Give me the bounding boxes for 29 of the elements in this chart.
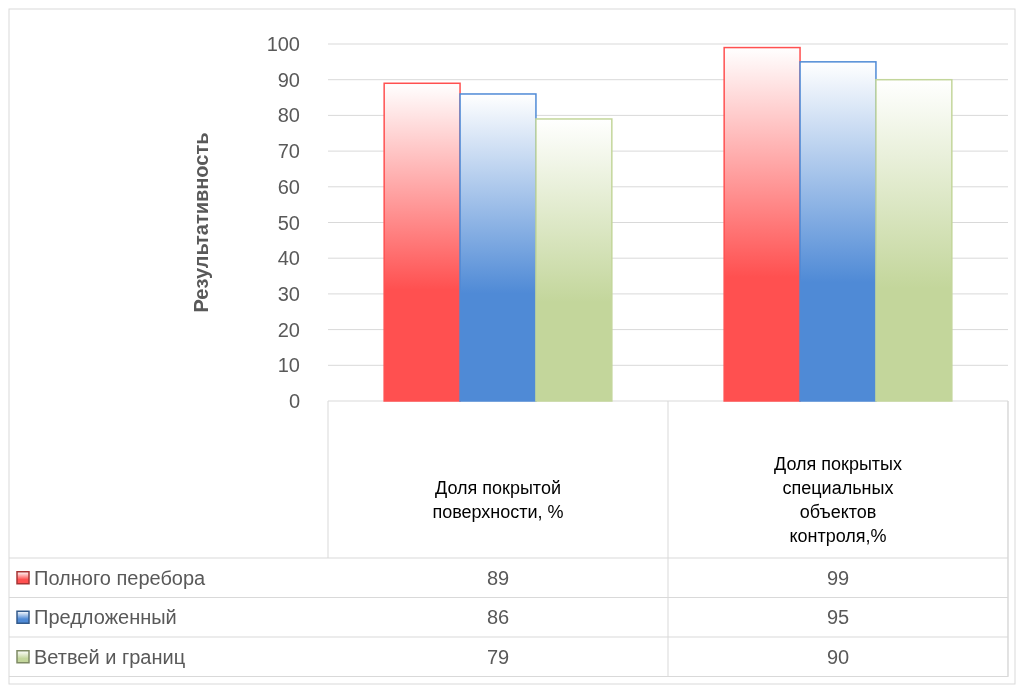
bar — [383, 82, 461, 402]
bar — [799, 61, 877, 402]
y-tick-label: 10 — [277, 354, 300, 377]
y-tick-label: 0 — [288, 390, 300, 412]
data-label: 89 — [486, 566, 510, 589]
legend-label: Ветвей и границ — [34, 645, 186, 668]
y-tick-label: 30 — [277, 282, 300, 305]
bar — [723, 46, 801, 402]
y-tick-label: 50 — [277, 211, 300, 234]
bar — [875, 78, 953, 402]
data-label: 99 — [826, 566, 850, 589]
y-tick-label: 90 — [277, 68, 300, 91]
data-label: 86 — [486, 606, 510, 629]
legend-label: Предложенный — [34, 606, 177, 629]
legend-label: Полного перебора — [34, 566, 207, 589]
y-tick-label: 70 — [277, 140, 300, 163]
data-label: 90 — [826, 645, 850, 668]
y-axis-title: Результативность — [190, 132, 212, 313]
y-tick-label: 80 — [277, 104, 300, 127]
y-tick-label: 40 — [277, 247, 300, 270]
bar — [535, 118, 613, 402]
y-tick-label: 60 — [277, 175, 300, 198]
data-label: 95 — [826, 606, 850, 629]
bar — [459, 93, 537, 402]
data-label: 79 — [486, 645, 510, 668]
y-tick-label: 100 — [266, 33, 300, 55]
x-tick-label: Доля покрытых специальных объектов контроля,% — [773, 453, 903, 546]
x-tick-label: Доля покрытой поверхности, % — [432, 477, 564, 522]
y-tick-label: 20 — [277, 318, 300, 341]
